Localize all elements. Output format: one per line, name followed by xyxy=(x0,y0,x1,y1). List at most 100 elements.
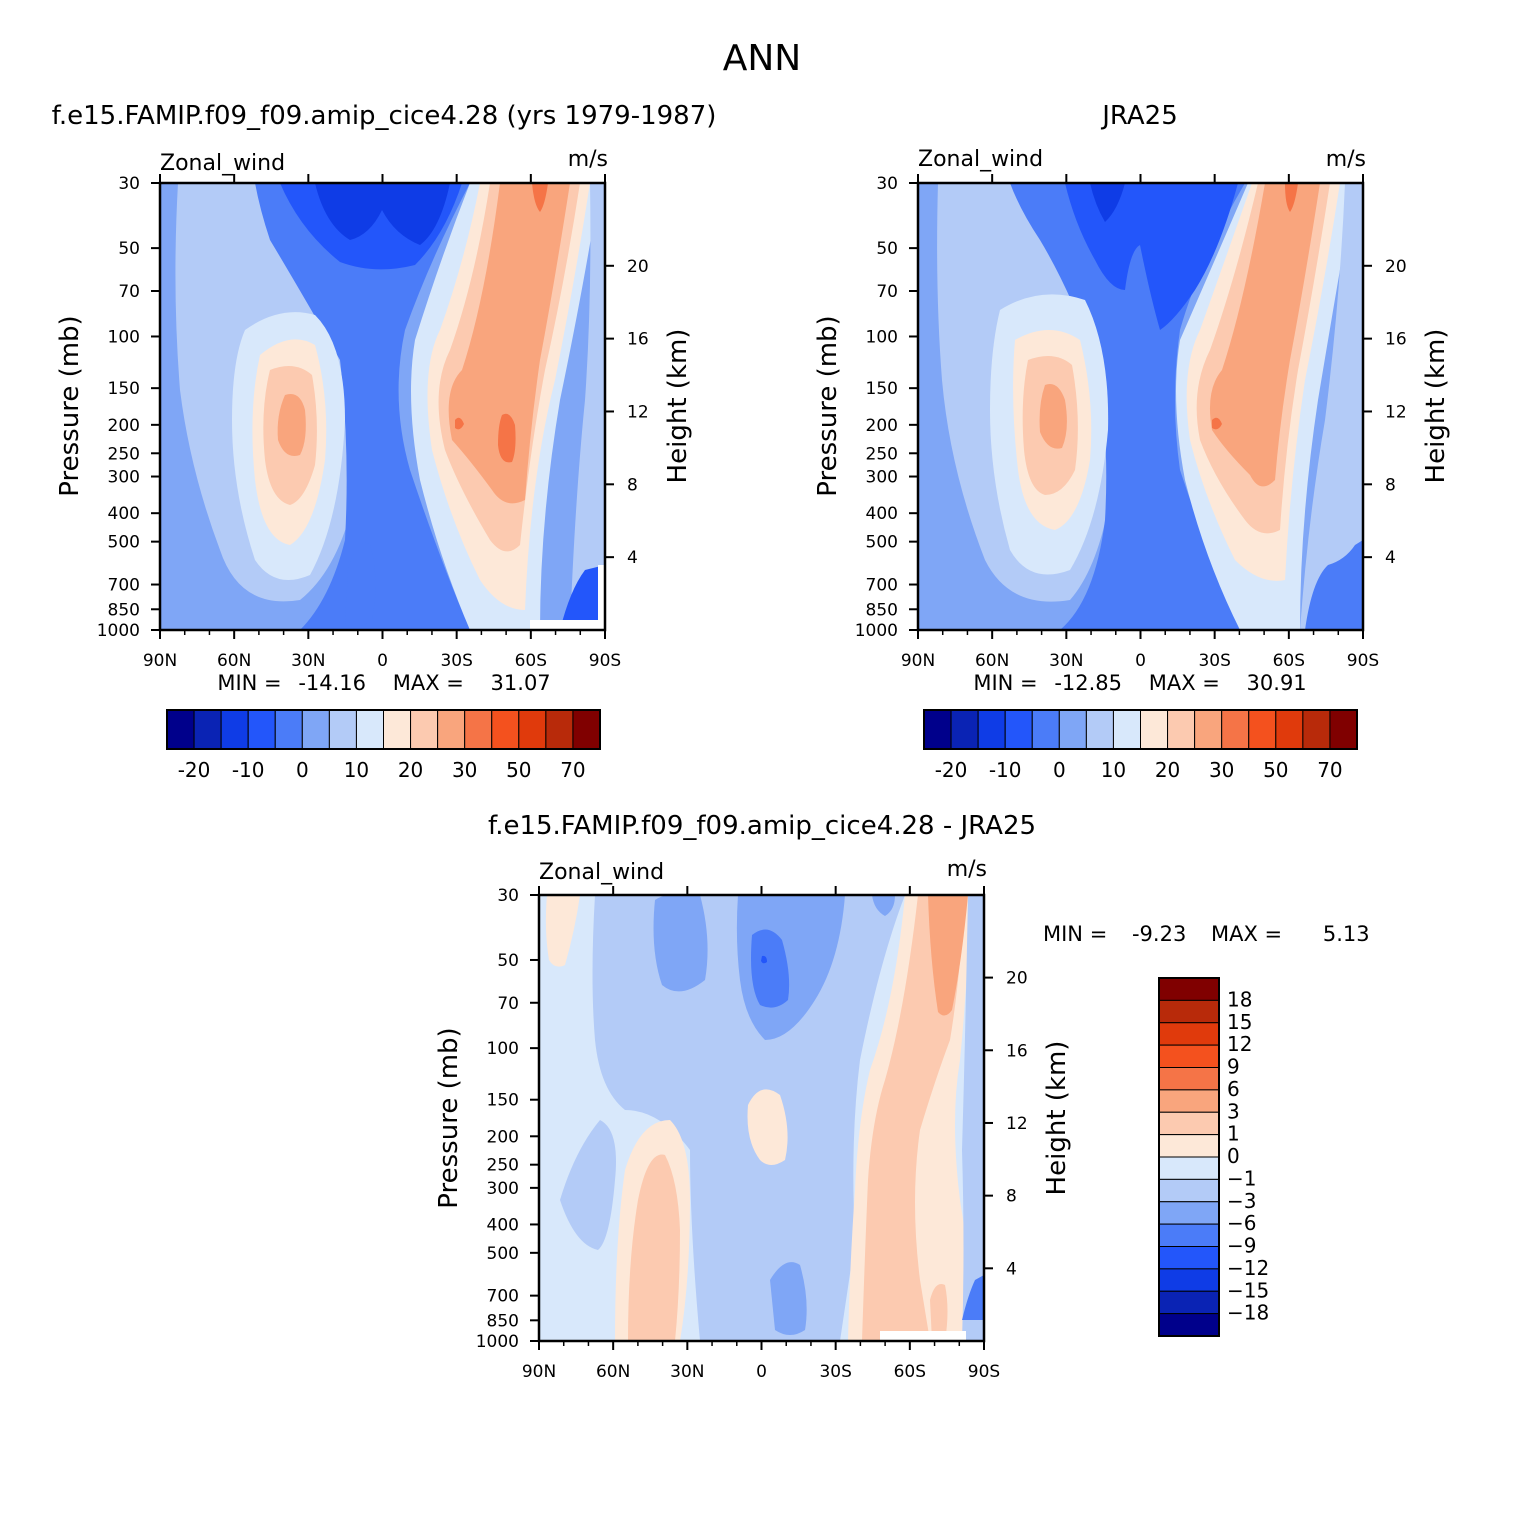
region-neg-3-c xyxy=(872,895,895,916)
colorbar-swatch xyxy=(328,709,357,750)
colorbar-swatch xyxy=(1140,709,1169,750)
region-antarctic-low xyxy=(1305,540,1363,630)
colorbar-label: 15 xyxy=(1227,1010,1252,1034)
y-tick-label: 250 xyxy=(487,1156,519,1176)
y-tick-label: 30 xyxy=(497,886,519,906)
colorbar-label: 10 xyxy=(1101,758,1126,782)
colorbar-label: 9 xyxy=(1227,1055,1240,1079)
y-tick-label: 30 xyxy=(876,174,898,194)
colorbar-swatch xyxy=(1158,1313,1220,1337)
y-tick-label: 100 xyxy=(108,327,140,347)
panel-model-variable: Zonal_wind xyxy=(160,151,285,176)
colorbar-swatch xyxy=(1158,1223,1220,1247)
panel-model: f.e15.FAMIP.f09_f09.amip_cice4.28 (yrs 1… xyxy=(52,101,717,782)
panel-obs: JRA25 Zonal_wind m/s 3050701001502002503… xyxy=(813,101,1451,782)
max-label: MAX = xyxy=(393,671,464,695)
y-tick-label: 100 xyxy=(487,1039,519,1059)
region-neg-right xyxy=(962,895,984,1341)
colorbar-swatch xyxy=(1221,709,1250,750)
region-pos-sh-2 xyxy=(928,895,968,1016)
min-label: MIN = xyxy=(217,671,281,695)
colorbar-label: 0 xyxy=(1053,758,1066,782)
y-tick-label: 70 xyxy=(497,994,519,1014)
region-antarctic-low xyxy=(560,565,605,630)
colorbar-label: −1 xyxy=(1227,1166,1256,1190)
panel-diff-ylabel: Pressure (mb) xyxy=(434,1027,464,1208)
y-tick-label: 850 xyxy=(866,600,898,620)
region-sh-jet-3 xyxy=(448,183,570,504)
region-strat-westerly-peak xyxy=(532,183,548,212)
colorbar-model: -20 -10 0 10 20 30 50 70 xyxy=(166,709,601,782)
colorbar-label: −15 xyxy=(1227,1278,1269,1302)
max-value: 30.91 xyxy=(1247,671,1307,695)
min-label: MIN = xyxy=(1043,922,1107,946)
colorbar-label: 30 xyxy=(1209,758,1234,782)
y-tick-label: 150 xyxy=(487,1091,519,1111)
colorbar-swatch xyxy=(464,709,493,750)
colorbar-swatch xyxy=(1275,709,1304,750)
panel-obs-ylabel2: Height (km) xyxy=(1421,329,1451,484)
panel-obs-ylabel: Pressure (mb) xyxy=(813,315,843,496)
y-tick-label: 100 xyxy=(866,327,898,347)
region-surface-easterly xyxy=(345,542,376,627)
y-tick-label: 50 xyxy=(876,239,898,259)
colorbar-label: 50 xyxy=(1263,758,1288,782)
colorbar-swatch xyxy=(247,709,276,750)
colorbar-swatch xyxy=(1158,1178,1220,1203)
colorbar-label: −12 xyxy=(1227,1256,1269,1280)
min-value: -9.23 xyxy=(1132,922,1186,946)
colorbar-swatch xyxy=(1158,1089,1220,1113)
colorbar-swatch xyxy=(1329,709,1358,750)
region-pos-mid xyxy=(747,1089,788,1165)
region-strat-easterly-core xyxy=(1090,183,1125,222)
colorbar-obs: -20 -10 0 10 20 30 50 70 xyxy=(923,709,1358,782)
y-tick-label: 500 xyxy=(487,1244,519,1264)
height-tick-label: 20 xyxy=(1385,257,1407,277)
colorbar-swatch xyxy=(1158,1201,1220,1225)
region-sh-jet-peak xyxy=(455,417,464,430)
x-tick-label: 90S xyxy=(968,1362,1000,1382)
colorbar-frame xyxy=(1158,977,1220,1337)
colorbar-swatch xyxy=(166,709,195,750)
x-tick-label: 60S xyxy=(515,651,547,671)
x-tick-label: 90S xyxy=(589,651,621,671)
height-tick-label: 16 xyxy=(627,330,649,350)
x-tick-label: 30S xyxy=(1198,651,1230,671)
colorbar-frame xyxy=(923,709,1358,750)
colorbar-label: -20 xyxy=(178,758,211,782)
max-label: MAX = xyxy=(1149,671,1220,695)
colorbar-label: -20 xyxy=(935,758,968,782)
x-tick-label: 60S xyxy=(894,1362,926,1382)
y-tick-label: 850 xyxy=(108,600,140,620)
y-tick-label: 300 xyxy=(108,468,140,488)
panel-model-units: m/s xyxy=(568,147,608,172)
colorbar-swatch xyxy=(437,709,466,750)
x-tick-label: 0 xyxy=(756,1362,767,1382)
colorbar-label: 6 xyxy=(1227,1077,1240,1101)
y-tick-label: 50 xyxy=(497,951,519,971)
panel-diff-contours xyxy=(539,895,984,1341)
region-nh-jet-core xyxy=(1039,384,1067,449)
colorbar-label: 50 xyxy=(506,758,531,782)
colorbar-swatch xyxy=(1158,1044,1220,1068)
height-tick-label: 8 xyxy=(1006,1187,1017,1207)
colorbar-swatch xyxy=(1004,709,1033,750)
colorbar-swatch xyxy=(1158,1134,1220,1158)
colorbar-label: 10 xyxy=(344,758,369,782)
height-tick-label: 12 xyxy=(627,402,649,422)
height-tick-label: 16 xyxy=(1385,330,1407,350)
y-tick-label: 700 xyxy=(108,576,140,596)
region-strat-easterly-core xyxy=(315,183,450,245)
region-antarctic-mask-edge xyxy=(598,565,605,620)
y-tick-label: 70 xyxy=(118,282,140,302)
y-tick-label: 1000 xyxy=(855,621,898,641)
colorbar-swatch xyxy=(923,709,952,750)
height-tick-label: 12 xyxy=(1385,402,1407,422)
colorbar-swatch xyxy=(545,709,574,750)
region-sh-jet-3 xyxy=(1209,183,1320,487)
colorbar-swatch xyxy=(1158,1246,1220,1270)
colorbar-swatch xyxy=(1058,709,1087,750)
max-value: 31.07 xyxy=(491,671,551,695)
colorbar-swatch xyxy=(1158,999,1220,1024)
